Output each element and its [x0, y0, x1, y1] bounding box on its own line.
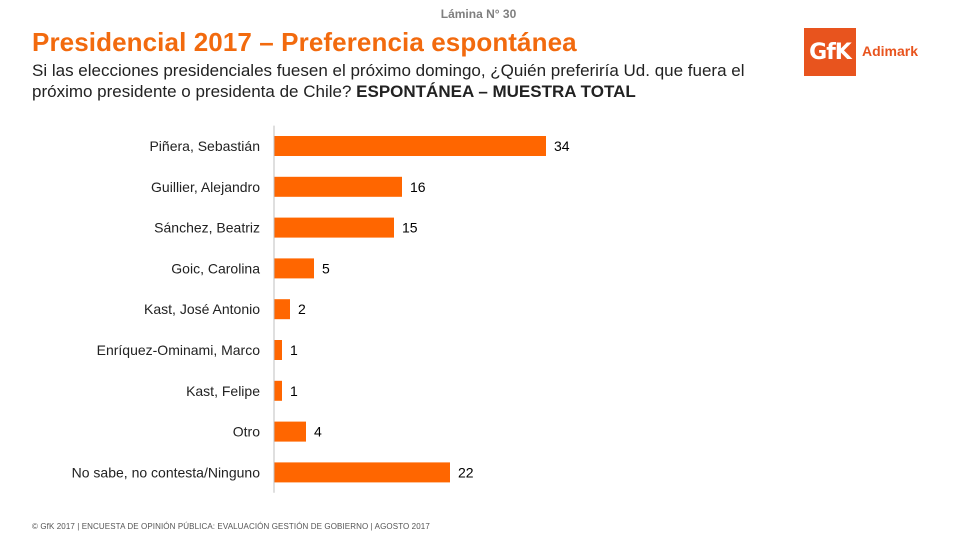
- adimark-logo-text: Adimark: [862, 43, 919, 59]
- data-label: 2: [298, 301, 306, 317]
- bar: [274, 176, 402, 197]
- data-label: 16: [410, 179, 426, 195]
- bar: [274, 299, 290, 320]
- page-subtitle: Si las elecciones presidenciales fuesen …: [32, 60, 792, 102]
- subtitle-question: Si las elecciones presidenciales fuesen …: [32, 61, 745, 101]
- data-label: 5: [322, 260, 330, 276]
- data-label: 22: [458, 464, 474, 480]
- footer-text: © GfK 2017 | ENCUESTA DE OPINIÓN PÚBLICA…: [32, 522, 430, 531]
- category-label: Kast, José Antonio: [144, 301, 260, 317]
- data-label: 1: [290, 383, 298, 399]
- category-label: Enríquez-Ominami, Marco: [97, 342, 261, 358]
- category-label: Kast, Felipe: [186, 383, 260, 399]
- page-title: Presidencial 2017 – Preferencia espontán…: [32, 27, 577, 57]
- category-label: Otro: [233, 424, 260, 440]
- bar-chart: Piñera, Sebastián 34 Guillier, Alejandro 16…: [72, 125, 570, 493]
- gfk-logo-mark: GfK: [804, 28, 856, 76]
- category-label: No sabe, no contesta/Ninguno: [72, 464, 261, 480]
- category-label: Guillier, Alejandro: [151, 179, 260, 195]
- bar: [274, 217, 394, 238]
- category-label: Sánchez, Beatriz: [154, 220, 260, 236]
- gfk-adimark-logo: GfK Adimark: [804, 28, 934, 76]
- category-label: Goic, Carolina: [171, 260, 260, 276]
- bar: [274, 136, 546, 156]
- bar: [274, 462, 450, 483]
- bar: [274, 380, 282, 401]
- category-label: Piñera, Sebastián: [149, 138, 260, 154]
- data-label: 4: [314, 424, 322, 440]
- bar: [274, 421, 306, 442]
- data-label: 34: [554, 138, 570, 154]
- data-label: 15: [402, 220, 418, 236]
- slide-number: Lámina N° 30: [440, 7, 517, 21]
- data-label: 1: [290, 342, 298, 358]
- bar: [274, 340, 282, 360]
- bar: [274, 258, 314, 279]
- subtitle-emphasis: ESPONTÁNEA – MUESTRA TOTAL: [356, 82, 636, 101]
